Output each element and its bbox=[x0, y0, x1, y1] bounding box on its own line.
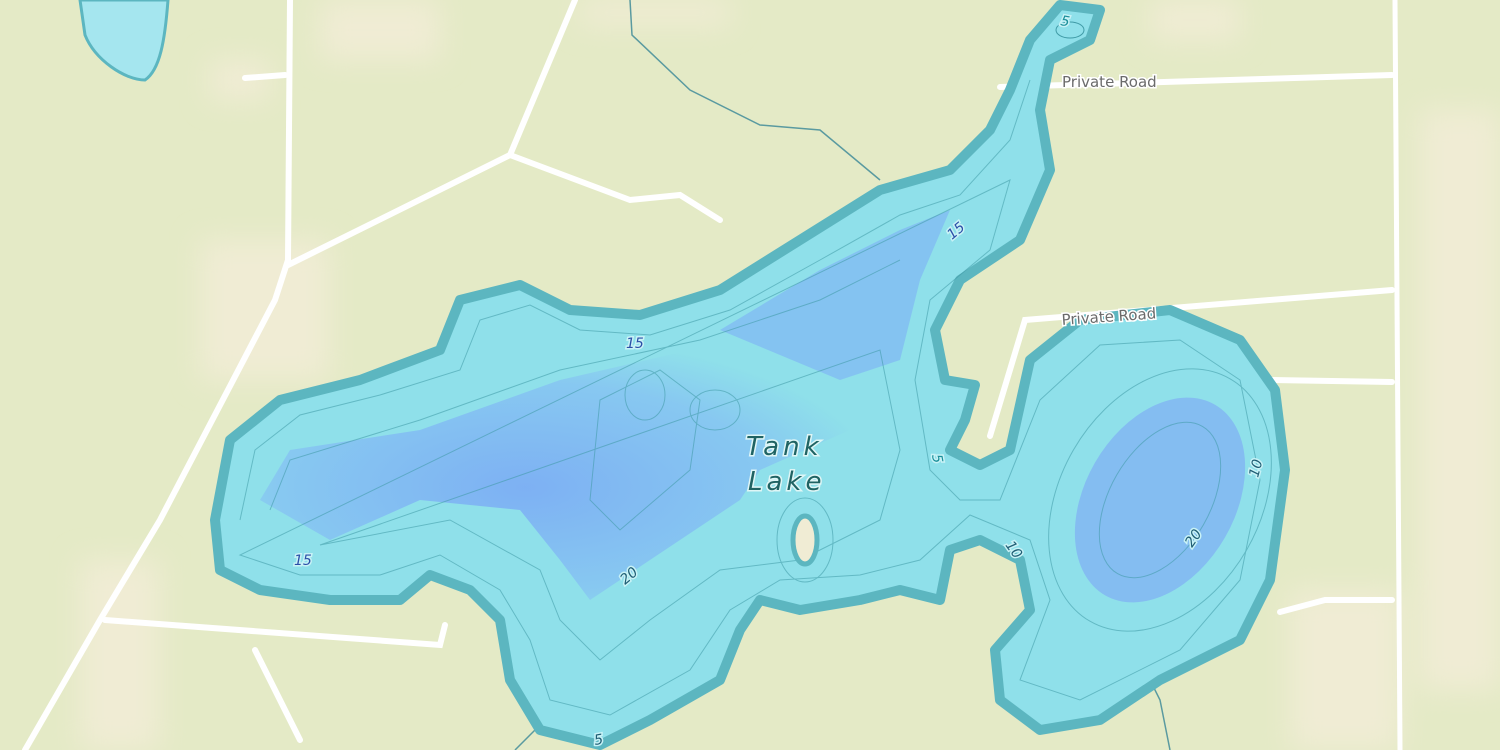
roads bbox=[22, 0, 1403, 750]
island-north bbox=[1055, 21, 1085, 39]
deep-basin-north bbox=[720, 210, 950, 380]
deep-basin-west bbox=[260, 350, 850, 600]
island bbox=[790, 513, 820, 567]
contour-lines bbox=[238, 79, 1272, 716]
tank-lake[interactable] bbox=[210, 0, 1317, 750]
road-main-west bbox=[22, 0, 293, 750]
road-private-north bbox=[997, 72, 1395, 90]
depth-label: 15 bbox=[626, 336, 644, 352]
depth-label: 10 bbox=[1246, 458, 1266, 479]
land-shading bbox=[80, 0, 1500, 750]
deep-basin-east bbox=[1074, 397, 1246, 603]
lake-name-line1: Tank bbox=[746, 432, 823, 462]
lake-name-line2: Lake bbox=[748, 467, 825, 497]
road-label-private-road-north: Private Road bbox=[1062, 73, 1157, 91]
road-private-south bbox=[987, 287, 1395, 439]
depth-label: 15 bbox=[294, 553, 312, 569]
pond bbox=[78, 0, 170, 82]
